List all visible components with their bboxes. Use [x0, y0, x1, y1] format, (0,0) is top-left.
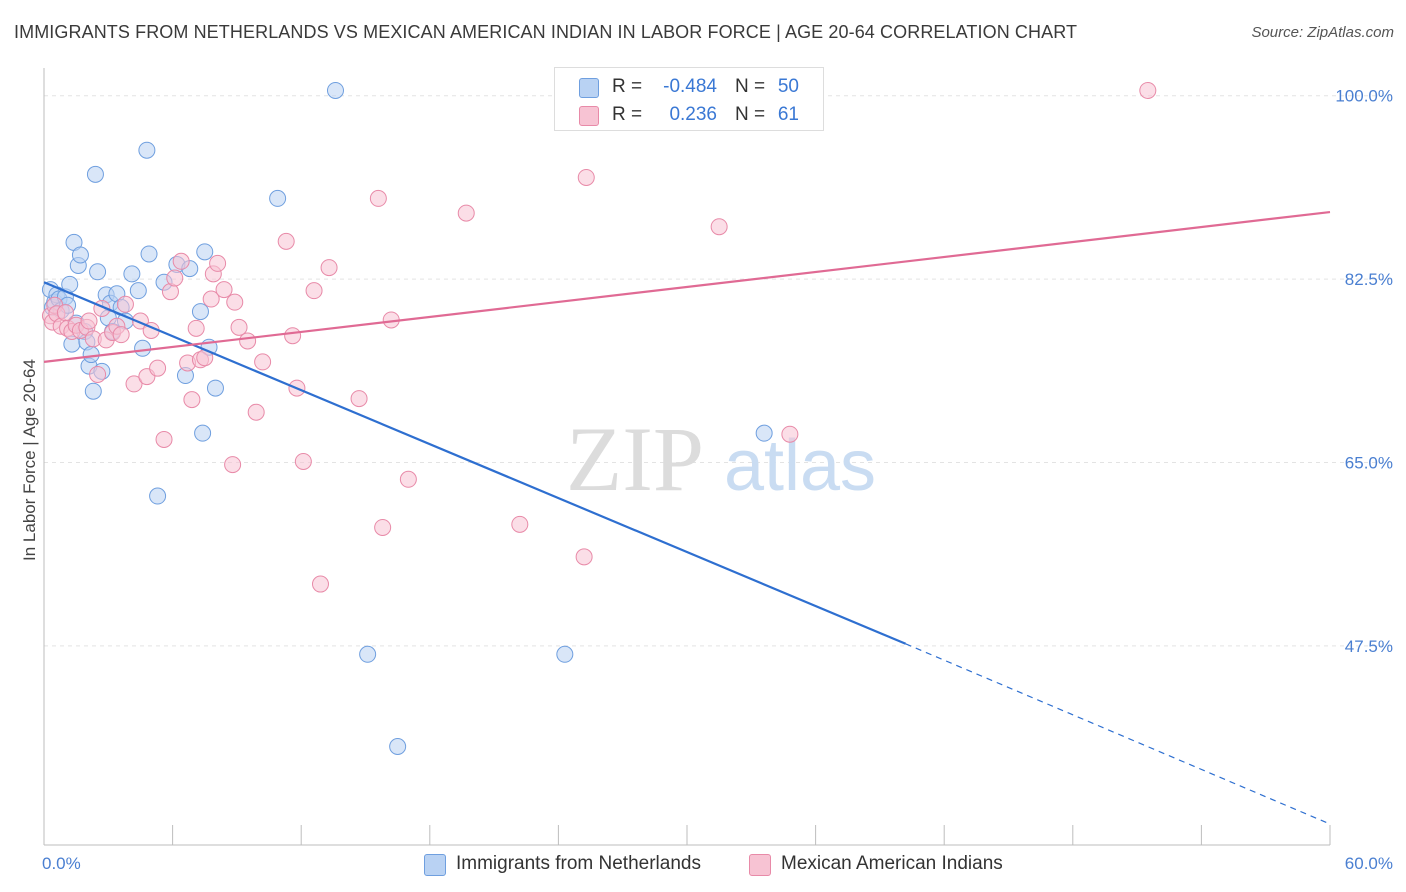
pink-data-point	[239, 332, 257, 350]
r-value: -0.484	[663, 76, 717, 97]
pink-data-point	[399, 470, 417, 488]
x-tick-label: 60.0%	[1345, 854, 1393, 873]
blue-data-point	[755, 424, 773, 442]
pink-data-point	[320, 259, 338, 277]
pink-data-point	[116, 295, 134, 313]
pink-data-point	[112, 326, 130, 344]
blue-data-point	[86, 165, 104, 183]
pink-data-point	[125, 375, 143, 393]
r-label: R =	[612, 76, 643, 97]
blue-data-point	[269, 189, 287, 207]
blue-data-point	[134, 339, 152, 357]
n-label: N =	[735, 104, 766, 125]
pink-data-point	[155, 430, 173, 448]
pink-data-point	[511, 515, 529, 533]
pink-data-point	[781, 425, 799, 443]
blue-data-point	[556, 645, 574, 663]
blue-data-point	[89, 263, 107, 281]
pink-data-point	[575, 548, 593, 566]
pink-data-point	[89, 365, 107, 383]
pink-data-point	[577, 168, 595, 186]
pink-data-point	[230, 318, 248, 336]
blue-trend-extension	[905, 643, 1331, 825]
pink-data-point	[187, 319, 205, 337]
pink-data-point	[247, 403, 265, 421]
correlation-stats-box: R = -0.484 N = 50 R = 0.236 N = 61	[554, 67, 824, 131]
y-tick-label: 65.0%	[1345, 454, 1393, 473]
blue-data-point	[138, 141, 156, 159]
pink-data-point	[80, 312, 98, 330]
blue-data-point	[82, 346, 100, 364]
watermark-atlas: atlas	[724, 426, 876, 506]
trend-lines	[43, 210, 1331, 825]
r-label: R =	[612, 104, 643, 125]
blue-data-point	[123, 265, 141, 283]
pink-data-point	[56, 304, 74, 322]
pink-data-point	[369, 189, 387, 207]
x-tick-label: 0.0%	[42, 854, 81, 873]
blue-data-point	[129, 282, 147, 300]
blue-data-point	[140, 245, 158, 263]
legend-blue-swatch	[424, 854, 446, 876]
blue-data-point	[389, 737, 407, 755]
tick-labels: 100.0% 82.5% 65.0% 47.5% 0.0% 60.0%	[42, 87, 1393, 873]
grid-lines	[44, 95, 1392, 647]
pink-data-point	[215, 281, 233, 299]
pink-data-point	[277, 232, 295, 250]
pink-data-point	[254, 353, 272, 371]
blue-data-point	[149, 487, 167, 505]
pink-data-point	[183, 391, 201, 409]
legend-label: Mexican American Indians	[781, 853, 1003, 874]
pink-data-point	[350, 390, 368, 408]
y-tick-label: 82.5%	[1345, 270, 1393, 289]
stats-row-blue: R = -0.484 N = 50	[555, 73, 823, 101]
n-label: N =	[735, 76, 766, 97]
y-tick-label: 47.5%	[1345, 637, 1393, 656]
watermark-zip: ZIP	[566, 408, 704, 510]
pink-data-point	[457, 204, 475, 222]
n-value: 61	[777, 104, 799, 125]
blue-data-point	[194, 424, 212, 442]
pink-data-point	[166, 269, 184, 287]
pink-data-point	[311, 575, 329, 593]
y-tick-label: 100.0%	[1335, 87, 1393, 106]
pink-data-point	[284, 327, 302, 345]
watermark: ZIP atlas	[566, 408, 876, 510]
pink-data-point	[172, 252, 190, 270]
blue-data-point	[191, 303, 209, 321]
pink-trend-line	[43, 210, 1331, 363]
pink-data-point	[224, 456, 242, 474]
blue-data-point	[71, 246, 89, 264]
legend-pink-swatch	[749, 854, 771, 876]
blue-data-point	[359, 645, 377, 663]
blue-swatch	[579, 78, 599, 98]
pink-swatch	[579, 106, 599, 126]
pink-data-point	[209, 254, 227, 272]
blue-data-point	[206, 379, 224, 397]
pink-data-point	[149, 359, 167, 377]
pink-data-point	[710, 218, 728, 236]
source-label: Source: ZipAtlas.com	[1251, 24, 1394, 41]
chart-title: IMMIGRANTS FROM NETHERLANDS VS MEXICAN A…	[14, 22, 1078, 42]
data-points	[41, 81, 1157, 755]
blue-data-point	[196, 243, 214, 261]
pink-data-point	[226, 293, 244, 311]
pink-data-point	[1139, 81, 1157, 99]
pink-data-point	[294, 452, 312, 470]
axes	[43, 68, 1331, 846]
legend-label: Immigrants from Netherlands	[456, 853, 701, 874]
n-value: 50	[777, 76, 799, 97]
pink-data-point	[305, 282, 323, 300]
r-value: 0.236	[669, 104, 717, 125]
blue-trend-line	[43, 281, 907, 645]
stats-row-pink: R = 0.236 N = 61	[555, 101, 823, 129]
pink-data-point	[374, 518, 392, 536]
blue-data-point	[326, 81, 344, 99]
pink-data-point	[202, 290, 220, 308]
blue-data-point	[84, 382, 102, 400]
